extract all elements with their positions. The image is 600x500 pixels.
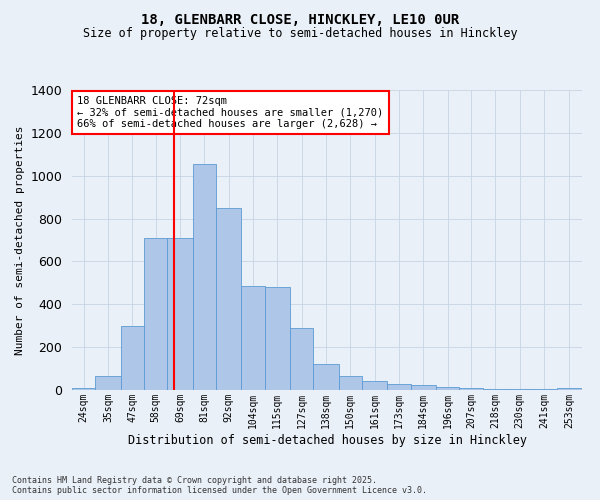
Text: 18, GLENBARR CLOSE, HINCKLEY, LE10 0UR: 18, GLENBARR CLOSE, HINCKLEY, LE10 0UR	[141, 12, 459, 26]
Bar	[482, 389, 508, 390]
Bar	[338, 376, 362, 390]
Bar	[144, 238, 167, 390]
Y-axis label: Number of semi-detached properties: Number of semi-detached properties	[15, 125, 25, 355]
Bar	[72, 388, 95, 390]
X-axis label: Distribution of semi-detached houses by size in Hinckley: Distribution of semi-detached houses by …	[128, 434, 527, 446]
Bar	[265, 287, 290, 390]
Bar	[193, 164, 216, 390]
Bar	[557, 388, 582, 390]
Text: 18 GLENBARR CLOSE: 72sqm
← 32% of semi-detached houses are smaller (1,270)
66% o: 18 GLENBARR CLOSE: 72sqm ← 32% of semi-d…	[77, 96, 383, 129]
Bar	[362, 382, 388, 390]
Text: Contains HM Land Registry data © Crown copyright and database right 2025.
Contai: Contains HM Land Registry data © Crown c…	[12, 476, 427, 495]
Text: Size of property relative to semi-detached houses in Hinckley: Size of property relative to semi-detach…	[83, 28, 517, 40]
Bar	[167, 238, 193, 390]
Bar	[459, 388, 482, 390]
Bar	[410, 384, 436, 390]
Bar	[241, 286, 265, 390]
Bar	[290, 328, 313, 390]
Bar	[388, 384, 410, 390]
Bar	[313, 364, 338, 390]
Bar	[95, 376, 121, 390]
Bar	[508, 389, 531, 390]
Bar	[121, 326, 144, 390]
Bar	[436, 387, 459, 390]
Bar	[531, 389, 557, 390]
Bar	[216, 208, 241, 390]
